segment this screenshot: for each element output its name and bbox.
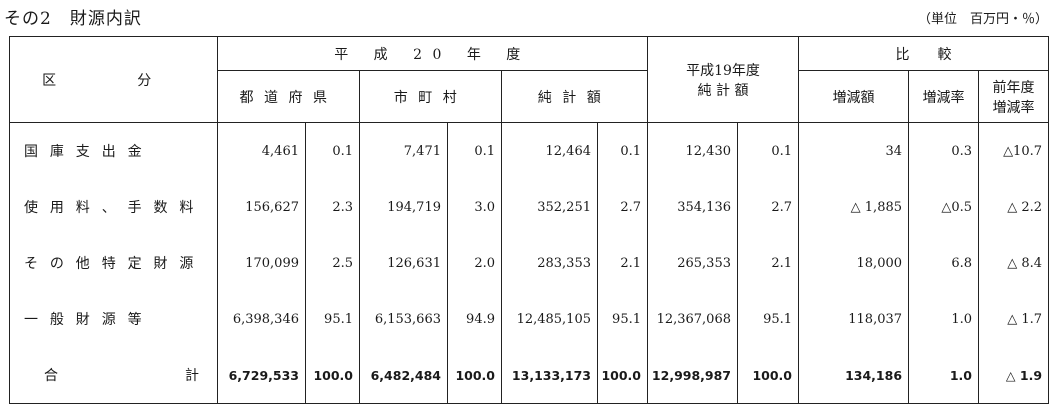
total-label: 合 計 <box>9 347 218 404</box>
total-label-a: 合 <box>44 368 58 384</box>
cell: △ 1,885 <box>798 179 909 235</box>
header-zennendo: 前年度 増減率 <box>978 70 1049 123</box>
cell: 95.1 <box>597 291 648 347</box>
row-label: その他特定財源 <box>9 235 218 291</box>
cell: 2.3 <box>305 179 360 235</box>
cell: 0.3 <box>908 122 979 179</box>
row-label: 使用料、手数料 <box>9 179 218 235</box>
cell: 194,719 <box>359 179 448 235</box>
cell: 2.1 <box>597 235 648 291</box>
cell: △ 8.4 <box>978 235 1049 291</box>
header-zogengaku: 増減額 <box>798 70 909 123</box>
cell: △10.7 <box>978 122 1049 179</box>
cell: 156,627 <box>217 179 306 235</box>
row-label: 一般財源等 <box>9 291 218 347</box>
cell: 354,136 <box>647 179 738 235</box>
cell: △ 1.9 <box>978 347 1049 404</box>
table-row: 一般財源等 6,398,346 95.1 6,153,663 94.9 12,4… <box>9 291 1049 347</box>
header-heisei20: 平 成 20 年 度 <box>217 36 648 71</box>
cell: △ 1.7 <box>978 291 1049 347</box>
revenue-breakdown-table: 区 分 平 成 20 年 度 平成19年度 純 計 額 比 較 都道府県 市町村… <box>9 36 1050 404</box>
cell: 2.5 <box>305 235 360 291</box>
cell: 100.0 <box>736 347 799 404</box>
cell: 100.0 <box>447 347 502 404</box>
header-junkei: 純計額 <box>501 70 648 123</box>
cell: 0.1 <box>447 122 502 179</box>
cell: △ 2.2 <box>978 179 1049 235</box>
cell: 6,729,533 <box>217 347 306 404</box>
cell: 0.1 <box>597 122 648 179</box>
table-row: その他特定財源 170,099 2.5 126,631 2.0 283,353 … <box>9 235 1049 291</box>
cell: 6,153,663 <box>359 291 448 347</box>
page-title: その2 財源内訳 <box>4 9 142 29</box>
header-zennendo-line1: 前年度 <box>992 79 1035 96</box>
cell: 18,000 <box>798 235 909 291</box>
cell: 12,464 <box>501 122 598 179</box>
cell: 2.7 <box>736 179 799 235</box>
table-row-total: 合 計 6,729,533 100.0 6,482,484 100.0 13,1… <box>9 347 1049 404</box>
cell: 3.0 <box>447 179 502 235</box>
cell: 6,398,346 <box>217 291 306 347</box>
cell: 100.0 <box>597 347 648 404</box>
header-zennendo-line2: 増減率 <box>992 99 1035 116</box>
cell: 170,099 <box>217 235 306 291</box>
cell: 0.1 <box>736 122 799 179</box>
header-heisei19: 平成19年度 純 計 額 <box>646 36 799 123</box>
cell: 100.0 <box>305 347 360 404</box>
row-label: 国庫支出金 <box>9 122 218 179</box>
cell: 6.8 <box>908 235 979 291</box>
cell: 2.1 <box>736 235 799 291</box>
unit-note: （単位 百万円・％） <box>917 12 1048 27</box>
cell: 126,631 <box>359 235 448 291</box>
total-label-b: 計 <box>185 368 199 384</box>
cell: 94.9 <box>447 291 502 347</box>
cell: 4,461 <box>217 122 306 179</box>
header-heisei19-label: 平成19年度 <box>686 62 760 79</box>
cell: 118,037 <box>798 291 909 347</box>
cell: △0.5 <box>908 179 979 235</box>
cell: 95.1 <box>736 291 799 347</box>
cell: 2.7 <box>597 179 648 235</box>
cell: 2.0 <box>447 235 502 291</box>
cell: 7,471 <box>359 122 448 179</box>
cell: 134,186 <box>798 347 909 404</box>
header-zogenritsu: 増減率 <box>908 70 979 123</box>
table-row: 使用料、手数料 156,627 2.3 194,719 3.0 352,251 … <box>9 179 1049 235</box>
cell: 12,485,105 <box>501 291 598 347</box>
cell: 12,430 <box>647 122 738 179</box>
cell: 283,353 <box>501 235 598 291</box>
cell: 34 <box>798 122 909 179</box>
header-hikaku: 比 較 <box>798 36 1049 71</box>
cell: 1.0 <box>908 347 979 404</box>
cell: 13,133,173 <box>501 347 598 404</box>
cell: 12,367,068 <box>647 291 738 347</box>
cell: 6,482,484 <box>359 347 448 404</box>
header-shichoson: 市町村 <box>359 70 502 123</box>
header-todofuken: 都道府県 <box>217 70 360 123</box>
cell: 265,353 <box>647 235 738 291</box>
cell: 12,998,987 <box>647 347 738 404</box>
cell: 1.0 <box>908 291 979 347</box>
header-kubun: 区 分 <box>9 36 218 123</box>
cell: 0.1 <box>305 122 360 179</box>
table-row: 国庫支出金 4,461 0.1 7,471 0.1 12,464 0.1 12,… <box>9 122 1049 179</box>
cell: 352,251 <box>501 179 598 235</box>
cell: 95.1 <box>305 291 360 347</box>
header-heisei19-sub: 純 計 額 <box>697 82 749 99</box>
